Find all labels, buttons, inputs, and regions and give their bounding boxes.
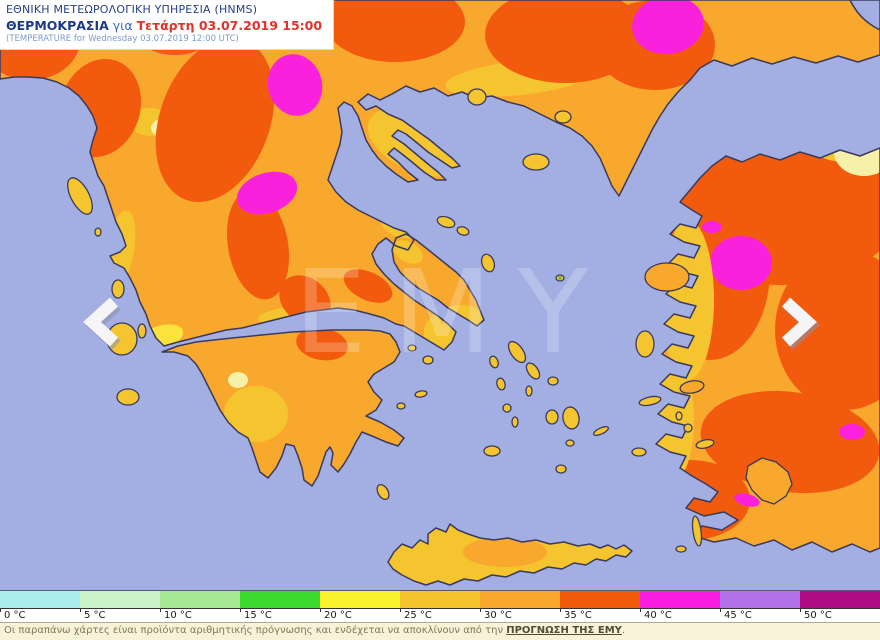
legend-segment-7 xyxy=(560,591,640,608)
temperature-legend: 0 °C 5 °C 10 °C 15 °C 20 °C 25 °C 30 °C 35 °C 40… xyxy=(0,590,880,622)
legend-segment-5 xyxy=(400,591,480,608)
legend-label-9: 45 °C xyxy=(724,610,752,621)
forecast-datetime: Τετάρτη 03.07.2019 15:00 xyxy=(136,17,323,33)
legend-tick xyxy=(160,609,161,612)
disclaimer-suffix: . xyxy=(621,625,626,636)
legend-segment-6 xyxy=(480,591,560,608)
legend-segment-10 xyxy=(800,591,880,608)
legend-tick xyxy=(400,609,401,612)
legend-tick xyxy=(320,609,321,612)
legend-labels: 0 °C 5 °C 10 °C 15 °C 20 °C 25 °C 30 °C 35 °C 40… xyxy=(0,609,880,622)
black-sea xyxy=(849,0,880,31)
islands xyxy=(67,88,793,553)
legend-label-4: 20 °C xyxy=(324,610,352,621)
next-arrow-icon[interactable] xyxy=(781,297,821,350)
legend-tick xyxy=(720,609,721,612)
temperature-map: ΕΜΥ ΕΘΝΙΚΗ ΜΕΤΕΩΡΟΛΟΓΙΚΗ ΥΠΗΡΕΣΙΑ (HNMS)… xyxy=(0,0,880,586)
legend-label-8: 40 °C xyxy=(644,610,672,621)
legend-tick xyxy=(240,609,241,612)
temperature-shading xyxy=(0,0,880,567)
map-canvas: ΕΜΥ xyxy=(0,0,880,586)
legend-segment-8 xyxy=(640,591,720,608)
legend-segment-3 xyxy=(240,591,320,608)
legend-label-2: 10 °C xyxy=(164,610,192,621)
legend-tick xyxy=(0,609,1,612)
legend-tick xyxy=(480,609,481,612)
legend-label-0: 0 °C xyxy=(4,610,26,621)
disclaimer-text: Οι παραπάνω χάρτες είναι προϊόντα αριθμη… xyxy=(4,625,507,636)
legend-tick xyxy=(80,609,81,612)
legend-segment-4 xyxy=(320,591,400,608)
forecast-subtitle: ΘΕΡΜΟΚΡΑΣΙΑ για Τετάρτη 03.07.2019 15:00 xyxy=(6,17,323,33)
legend-label-7: 35 °C xyxy=(564,610,592,621)
legend-segment-2 xyxy=(160,591,240,608)
agency-title: ΕΘΝΙΚΗ ΜΕΤΕΩΡΟΛΟΓΙΚΗ ΥΠΗΡΕΣΙΑ (HNMS) xyxy=(6,3,258,16)
legend-segment-1 xyxy=(80,591,160,608)
legend-segment-0 xyxy=(0,591,80,608)
legend-tick xyxy=(800,609,801,612)
legend-label-5: 25 °C xyxy=(404,610,432,621)
legend-label-10: 50 °C xyxy=(804,610,832,621)
prev-arrow-icon[interactable] xyxy=(83,297,121,350)
legend-label-1: 5 °C xyxy=(84,610,106,621)
legend-color-bar xyxy=(0,590,880,609)
forecast-subtitle-en: (TEMPERATURE for Wednesday 03.07.2019 12… xyxy=(6,34,239,45)
legend-label-6: 30 °C xyxy=(484,610,512,621)
legend-label-3: 15 °C xyxy=(244,610,272,621)
legend-tick xyxy=(560,609,561,612)
disclaimer-bar: Οι παραπάνω χάρτες είναι προϊόντα αριθμη… xyxy=(0,622,880,640)
parameter-label: ΘΕΡΜΟΚΡΑΣΙΑ xyxy=(6,17,109,33)
forecast-header: ΕΘΝΙΚΗ ΜΕΤΕΩΡΟΛΟΓΙΚΗ ΥΠΗΡΕΣΙΑ (HNMS) ΘΕΡ… xyxy=(0,0,334,50)
legend-segment-9 xyxy=(720,591,800,608)
legend-tick xyxy=(640,609,641,612)
forecast-link[interactable]: ΠΡΟΓΝΩΣΗ ΤΗΣ ΕΜΥ xyxy=(506,625,622,636)
emy-watermark: ΕΜΥ xyxy=(294,246,614,380)
